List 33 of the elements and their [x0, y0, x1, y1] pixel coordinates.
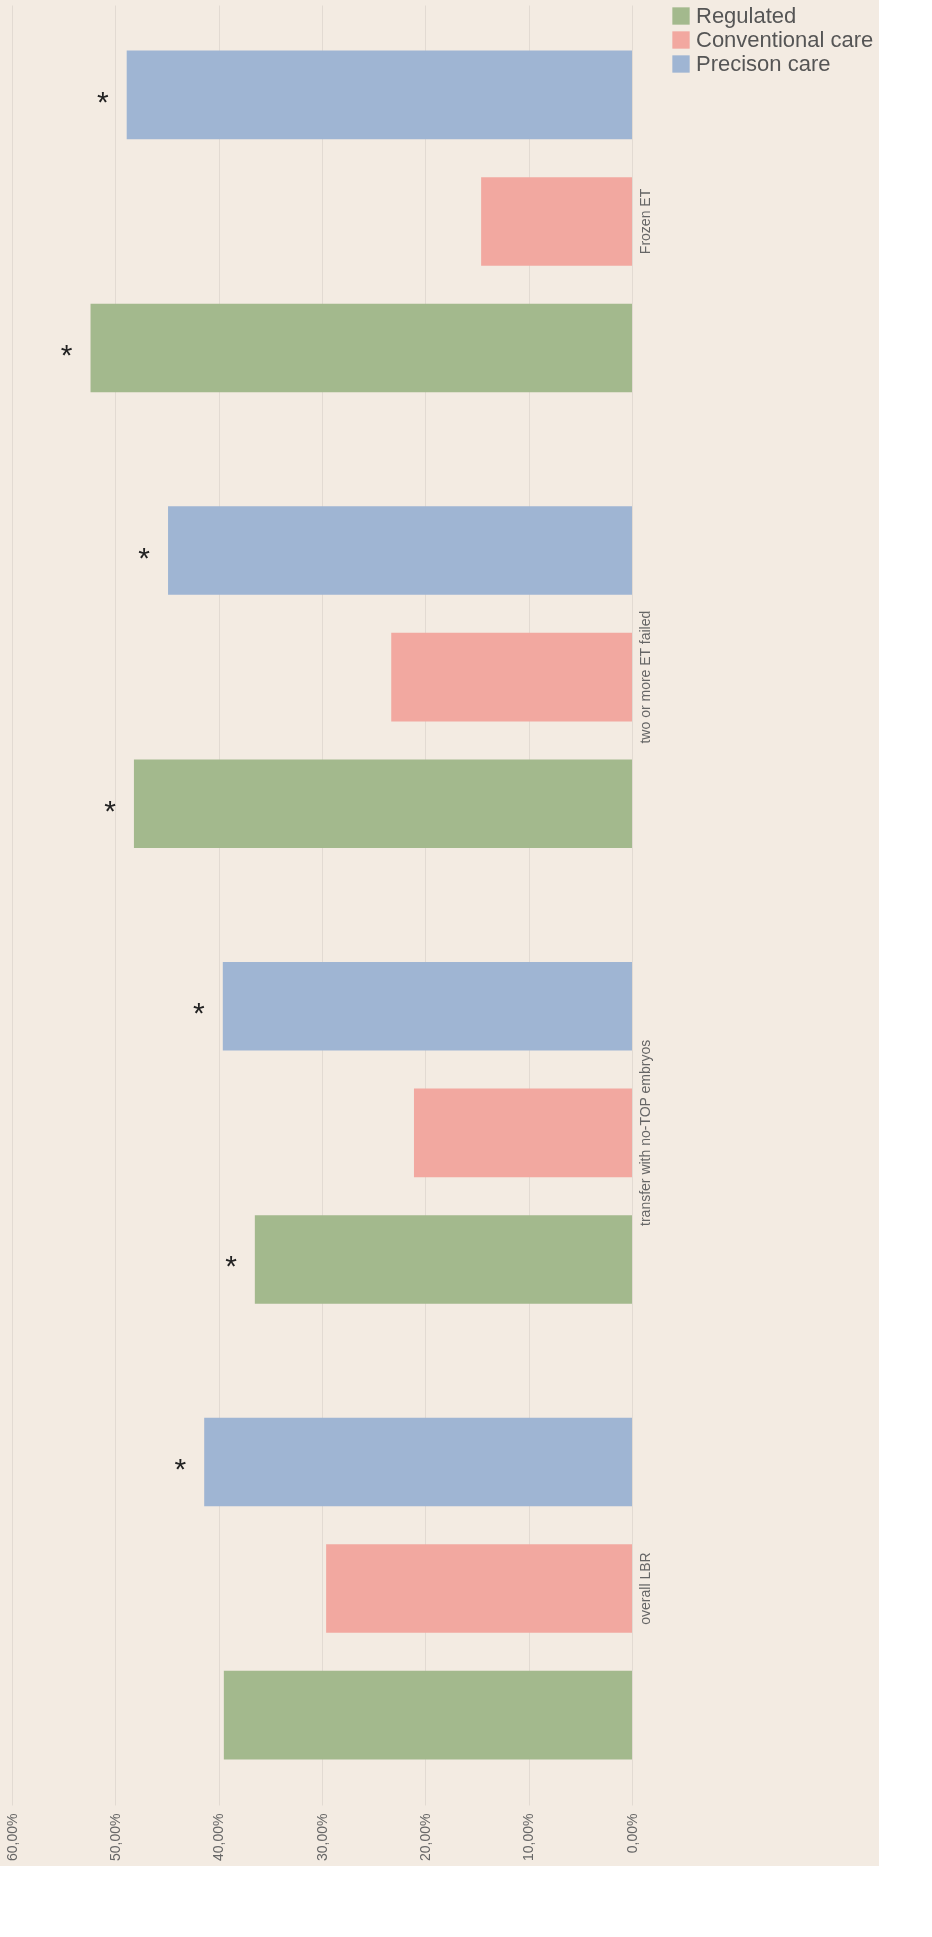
annotation: *: [193, 996, 206, 1030]
x-tick-label: 60,00%: [3, 1813, 20, 1861]
legend-label: Regulated: [696, 3, 797, 28]
x-tick-label: 10,00%: [520, 1813, 537, 1861]
annotation: *: [97, 84, 110, 118]
bar: [204, 1417, 632, 1507]
legend-label: Conventional care: [696, 27, 874, 52]
legend-label: Precison care: [696, 51, 831, 76]
bar: [391, 632, 632, 722]
bar: [133, 759, 632, 849]
bar: [254, 1215, 632, 1304]
x-tick-label: 0,00%: [623, 1813, 640, 1854]
y-tick-label: two or more ET failed: [636, 610, 653, 744]
x-tick-label: 50,00%: [106, 1813, 123, 1861]
bar: [481, 177, 632, 266]
bar: [168, 506, 632, 595]
annotation: *: [138, 540, 151, 574]
bar: [413, 1088, 632, 1178]
bar: [223, 1670, 632, 1760]
bar: [126, 50, 632, 140]
x-tick-label: 20,00%: [416, 1813, 433, 1861]
x-tick-label: 40,00%: [210, 1813, 227, 1861]
annotation: *: [174, 1451, 187, 1485]
annotation: *: [60, 338, 73, 372]
bar: [90, 303, 632, 393]
bar: [222, 961, 632, 1051]
bar: [326, 1544, 632, 1633]
y-tick-label: transfer with no-TOP embryos: [636, 1039, 653, 1226]
y-tick-label: Frozen ET: [636, 188, 653, 255]
x-tick-label: 30,00%: [313, 1813, 330, 1861]
y-tick-label: overall LBR: [636, 1552, 653, 1625]
annotation: *: [225, 1249, 238, 1283]
annotation: *: [104, 793, 117, 827]
